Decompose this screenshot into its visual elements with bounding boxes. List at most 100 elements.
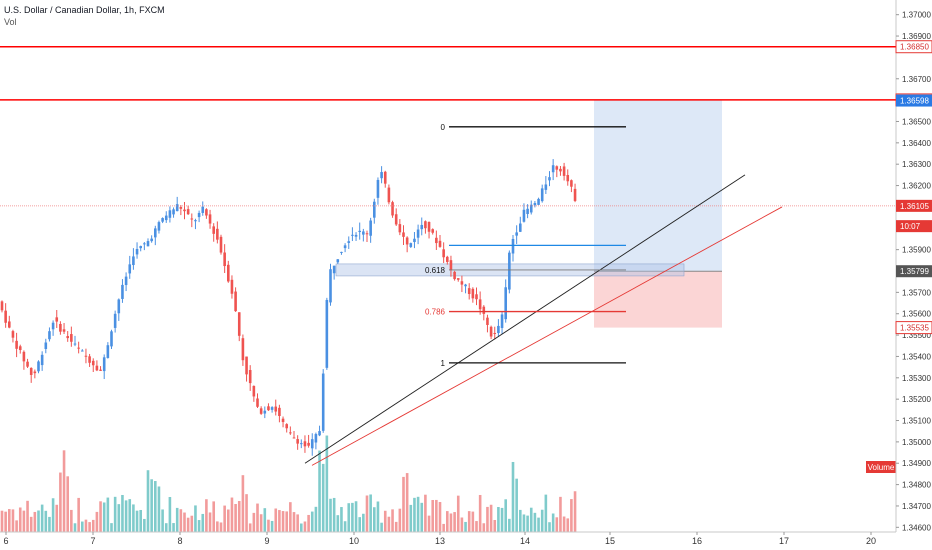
volume-bar (278, 510, 281, 532)
volume-bar (161, 509, 164, 532)
candle-body (139, 246, 142, 249)
time-axis[interactable]: 6 7 8 9 10 13 14 15 16 17 20 (0, 531, 896, 546)
volume-tag-label: Volume (868, 463, 895, 472)
price-axis[interactable]: 1.34600 1.34700 1.34800 1.34900 1.35000 1.351… (895, 0, 932, 532)
candle-body (26, 361, 29, 367)
volume-bar (285, 511, 288, 532)
time-tick-label: 17 (779, 536, 789, 546)
candle-body (526, 208, 529, 215)
candle-body (438, 240, 442, 247)
candle-body (464, 284, 467, 287)
candle-body (548, 177, 551, 181)
candle-body (420, 224, 424, 230)
candle-body (132, 256, 135, 266)
candle-body (365, 233, 369, 235)
price-tick-label: 1.35500 (902, 331, 931, 340)
candle-body (121, 284, 124, 299)
volume-bar (62, 450, 66, 532)
candle-body (51, 322, 55, 330)
candle-body (529, 204, 533, 213)
candle-body (183, 209, 186, 212)
volume-bar (22, 510, 26, 532)
candle-body (427, 221, 431, 232)
candle-body (413, 238, 416, 243)
volume-bar (248, 523, 252, 532)
volume-bar (486, 506, 489, 532)
volume-bar (259, 514, 263, 532)
candle-body (44, 342, 48, 350)
volume-bar (150, 479, 153, 532)
volume-bar (223, 505, 226, 532)
time-tick-label: 6 (3, 536, 8, 546)
volume-bar (325, 435, 329, 532)
candle-body (402, 232, 405, 237)
price-tag-label: 1.36105 (900, 202, 929, 211)
volume-bar (51, 498, 55, 532)
candle-body (241, 338, 245, 361)
volume-bar (358, 517, 361, 532)
volume-bar (132, 504, 135, 532)
volume-bar (44, 510, 48, 532)
candle-body (296, 439, 299, 444)
trendline-red (311, 206, 783, 466)
volume-bar (205, 499, 208, 532)
volume-bar (168, 496, 172, 532)
candle-body (99, 369, 102, 371)
price-tag (896, 94, 932, 107)
volume-bar (318, 450, 321, 532)
volume-bar (409, 504, 413, 532)
candle-body (154, 228, 157, 238)
candle-body (102, 357, 106, 372)
candle-body (234, 291, 237, 312)
volume-bar (146, 470, 150, 532)
candle-body (391, 202, 394, 216)
candle-body (519, 223, 522, 232)
candle-body (73, 343, 77, 345)
candle-body (48, 331, 51, 340)
candle-body (362, 231, 365, 235)
volume-bar (8, 509, 11, 532)
volume-bar (446, 511, 449, 532)
volume-bar (292, 512, 296, 532)
candle-body (168, 210, 172, 218)
price-tick-label: 1.36400 (902, 139, 931, 148)
volume-bar (336, 515, 340, 532)
candle-body (373, 201, 376, 218)
price-tick-label: 1.35900 (902, 246, 931, 255)
volume-bar (394, 521, 398, 532)
fib-level-label: 0.786 (425, 308, 446, 317)
volume-bar (70, 509, 73, 532)
candle-body (164, 215, 168, 221)
volume-bar (515, 478, 518, 532)
candle-body (387, 187, 391, 203)
candle-body (252, 385, 256, 397)
volume-bar (405, 473, 409, 532)
volume-bar (117, 504, 121, 532)
volume-bar (183, 512, 186, 532)
volume-bar (270, 520, 274, 532)
volume-bar (362, 513, 365, 532)
price-tag (895, 321, 932, 335)
volume-bar (332, 497, 336, 532)
price-tick-label: 1.35100 (902, 417, 931, 426)
volume-bar (373, 507, 376, 532)
fib-level-label: 0 (441, 123, 446, 132)
candle-body (424, 221, 427, 229)
volume-bar (252, 512, 256, 532)
volume-bar (124, 500, 128, 532)
candle-body (259, 408, 263, 414)
candle-body (555, 166, 559, 170)
candle-body (88, 356, 91, 363)
candle-body (146, 241, 150, 247)
price-tick-label: 1.34800 (902, 481, 931, 490)
volume-bar (99, 501, 102, 532)
price-tick-label: 1.35200 (902, 395, 931, 404)
candle-body (431, 229, 434, 233)
candle-body (307, 442, 310, 446)
candle-body (347, 241, 351, 243)
candle-body (497, 325, 500, 334)
candle-body (486, 317, 489, 325)
candle-body (376, 179, 380, 198)
candle-body (573, 188, 577, 201)
